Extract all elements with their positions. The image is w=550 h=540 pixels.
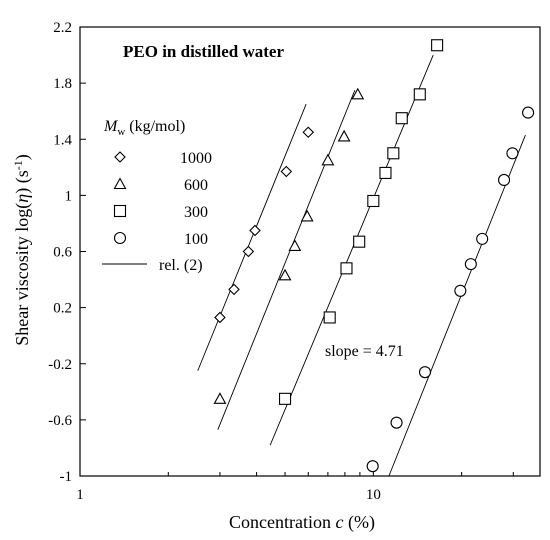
legend: Mw (kg/mol) 1000 600 300 100 rel. (2)	[102, 118, 212, 274]
y-axis-title: Shear viscosity log(η) (s-1)	[11, 154, 33, 345]
data-point-300	[367, 194, 380, 208]
fit-line-600	[217, 89, 356, 430]
legend-label-300: 300	[184, 204, 208, 221]
data-point-300	[340, 262, 353, 275]
data-point-100	[366, 460, 379, 473]
data-point-100	[506, 147, 519, 160]
data-point-100	[476, 232, 489, 245]
data-point-100	[390, 416, 403, 429]
fit-lines	[197, 54, 526, 477]
data-point-100	[454, 284, 467, 297]
y-tick-label: 0.2	[53, 301, 72, 317]
data-point-1000	[302, 126, 315, 139]
data-point-300	[323, 311, 336, 324]
data-point-1000	[249, 224, 261, 237]
data-point-100	[418, 366, 432, 379]
legend-marker-300	[113, 204, 127, 218]
y-tick-label: 1.4	[53, 132, 72, 148]
legend-fit-line-label: rel. (2)	[159, 257, 203, 274]
data-point-600	[278, 268, 292, 281]
y-tick-label: 1.8	[53, 76, 72, 92]
slope-annotation: slope = 4.71	[325, 343, 404, 360]
x-axis-title: Concentration c (%)	[229, 512, 375, 533]
x-tick-label: 1	[76, 487, 84, 503]
data-point-1000	[280, 165, 293, 178]
data-point-600	[300, 209, 314, 222]
legend-marker-1000	[114, 151, 126, 163]
data-point-300	[431, 39, 444, 52]
legend-label-100: 100	[184, 231, 208, 248]
data-point-300	[353, 235, 366, 248]
data-point-600	[337, 129, 351, 142]
data-point-300	[395, 112, 408, 125]
fit-line-100	[388, 134, 526, 477]
y-tick-label: 2.2	[53, 20, 72, 36]
y-tick-label: -0.2	[48, 357, 72, 373]
fit-line-1000	[197, 104, 307, 371]
data-point-100	[497, 173, 511, 186]
legend-label-600: 600	[184, 177, 208, 194]
legend-label-1000: 1000	[180, 150, 212, 167]
data-point-1000	[242, 245, 255, 258]
data-point-300	[379, 166, 392, 179]
data-point-600	[213, 392, 227, 404]
data-point-300	[387, 147, 400, 160]
data-point-1000	[228, 283, 240, 296]
y-tick-label: 0.6	[53, 245, 72, 261]
data-point-100	[464, 258, 477, 271]
y-tick-label: -1	[60, 469, 73, 485]
legend-entries: 1000 600 300 100	[113, 150, 212, 248]
y-tick-label: 1	[65, 188, 73, 204]
data-point-600	[288, 239, 302, 251]
data-point-100	[522, 106, 535, 119]
legend-header: Mw (kg/mol)	[103, 118, 185, 138]
x-tick-label: 10	[366, 487, 381, 503]
data-point-300	[278, 392, 292, 405]
y-tick-label: -0.6	[48, 413, 72, 429]
data-point-600	[321, 153, 335, 166]
data-point-300	[413, 88, 426, 101]
plot-frame	[79, 26, 541, 477]
data-points	[213, 39, 535, 473]
data-point-600	[351, 87, 365, 100]
chart-title: PEO in distilled water	[123, 42, 284, 61]
data-point-1000	[214, 311, 226, 324]
legend-marker-100	[113, 231, 127, 245]
legend-marker-600	[113, 177, 127, 190]
ticks-layer: -1 -0.6 -0.2 0.2 0.6 1 1.4 1.8 2.2 1 10	[48, 20, 514, 503]
